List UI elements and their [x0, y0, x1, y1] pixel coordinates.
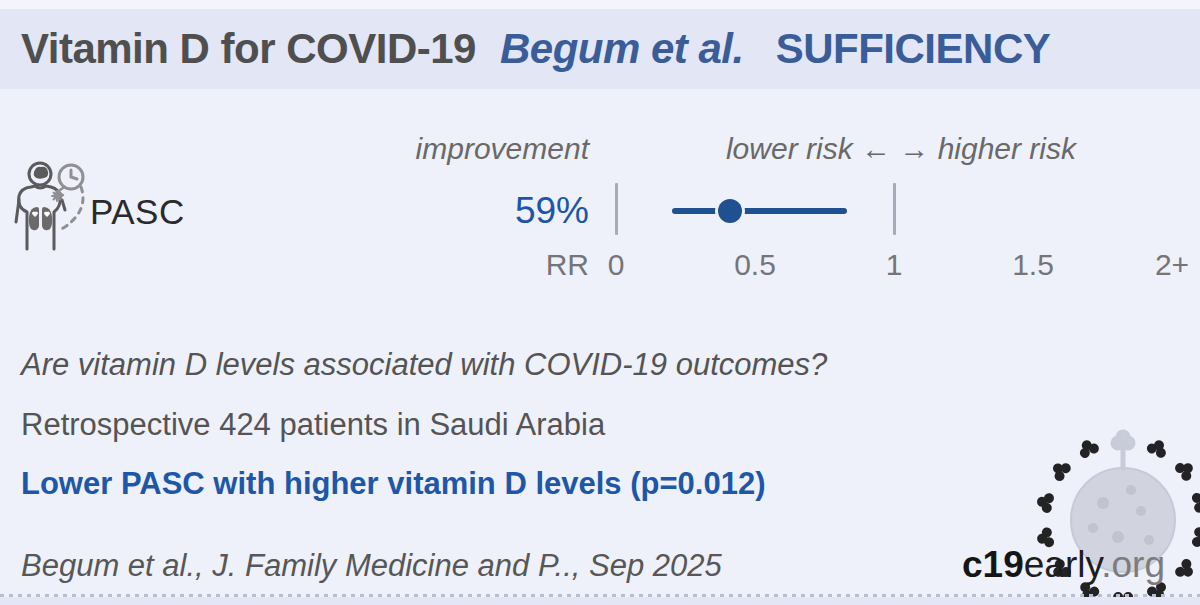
x-axis-tick-label: 0 — [608, 248, 625, 282]
plot-tick-0 — [615, 183, 618, 235]
x-axis-tick-label: 1.5 — [1012, 248, 1054, 282]
citation-text: Begum et al., J. Family Medicine and P..… — [21, 548, 722, 584]
logo-c19: c19 — [962, 544, 1024, 585]
study-author: Begum et al. — [500, 25, 744, 73]
confidence-interval-line — [672, 208, 847, 214]
vitamin-d-status-badge: SUFFICIENCY — [776, 25, 1051, 73]
risk-ratio-point — [718, 199, 742, 223]
plot-tick-1 — [893, 183, 896, 235]
finding-text: Lower PASC with higher vitamin D levels … — [21, 466, 765, 502]
x-axis-tick-label: 1 — [886, 248, 903, 282]
top-strip — [0, 0, 1200, 9]
question-text: Are vitamin D levels associated with COV… — [21, 347, 827, 383]
site-logo-link[interactable]: c19early.org — [962, 544, 1165, 586]
page-title: Vitamin D for COVID-19 — [21, 25, 476, 73]
logo-org: .org — [1101, 544, 1165, 585]
study-design-text: Retrospective 424 patients in Saudi Arab… — [21, 407, 605, 443]
x-axis-tick-label: 2+ — [1155, 248, 1189, 282]
x-axis-tick-label: 0.5 — [734, 248, 776, 282]
header-band: Vitamin D for COVID-19 Begum et al. SUFF… — [0, 9, 1200, 89]
logo-early: early — [1024, 544, 1101, 585]
x-axis-unit-label: RR — [0, 248, 589, 282]
bottom-strip — [0, 597, 1200, 605]
column-header-risk-scale: lower risk ← → higher risk — [616, 132, 1186, 166]
improvement-value: 59% — [0, 190, 589, 232]
